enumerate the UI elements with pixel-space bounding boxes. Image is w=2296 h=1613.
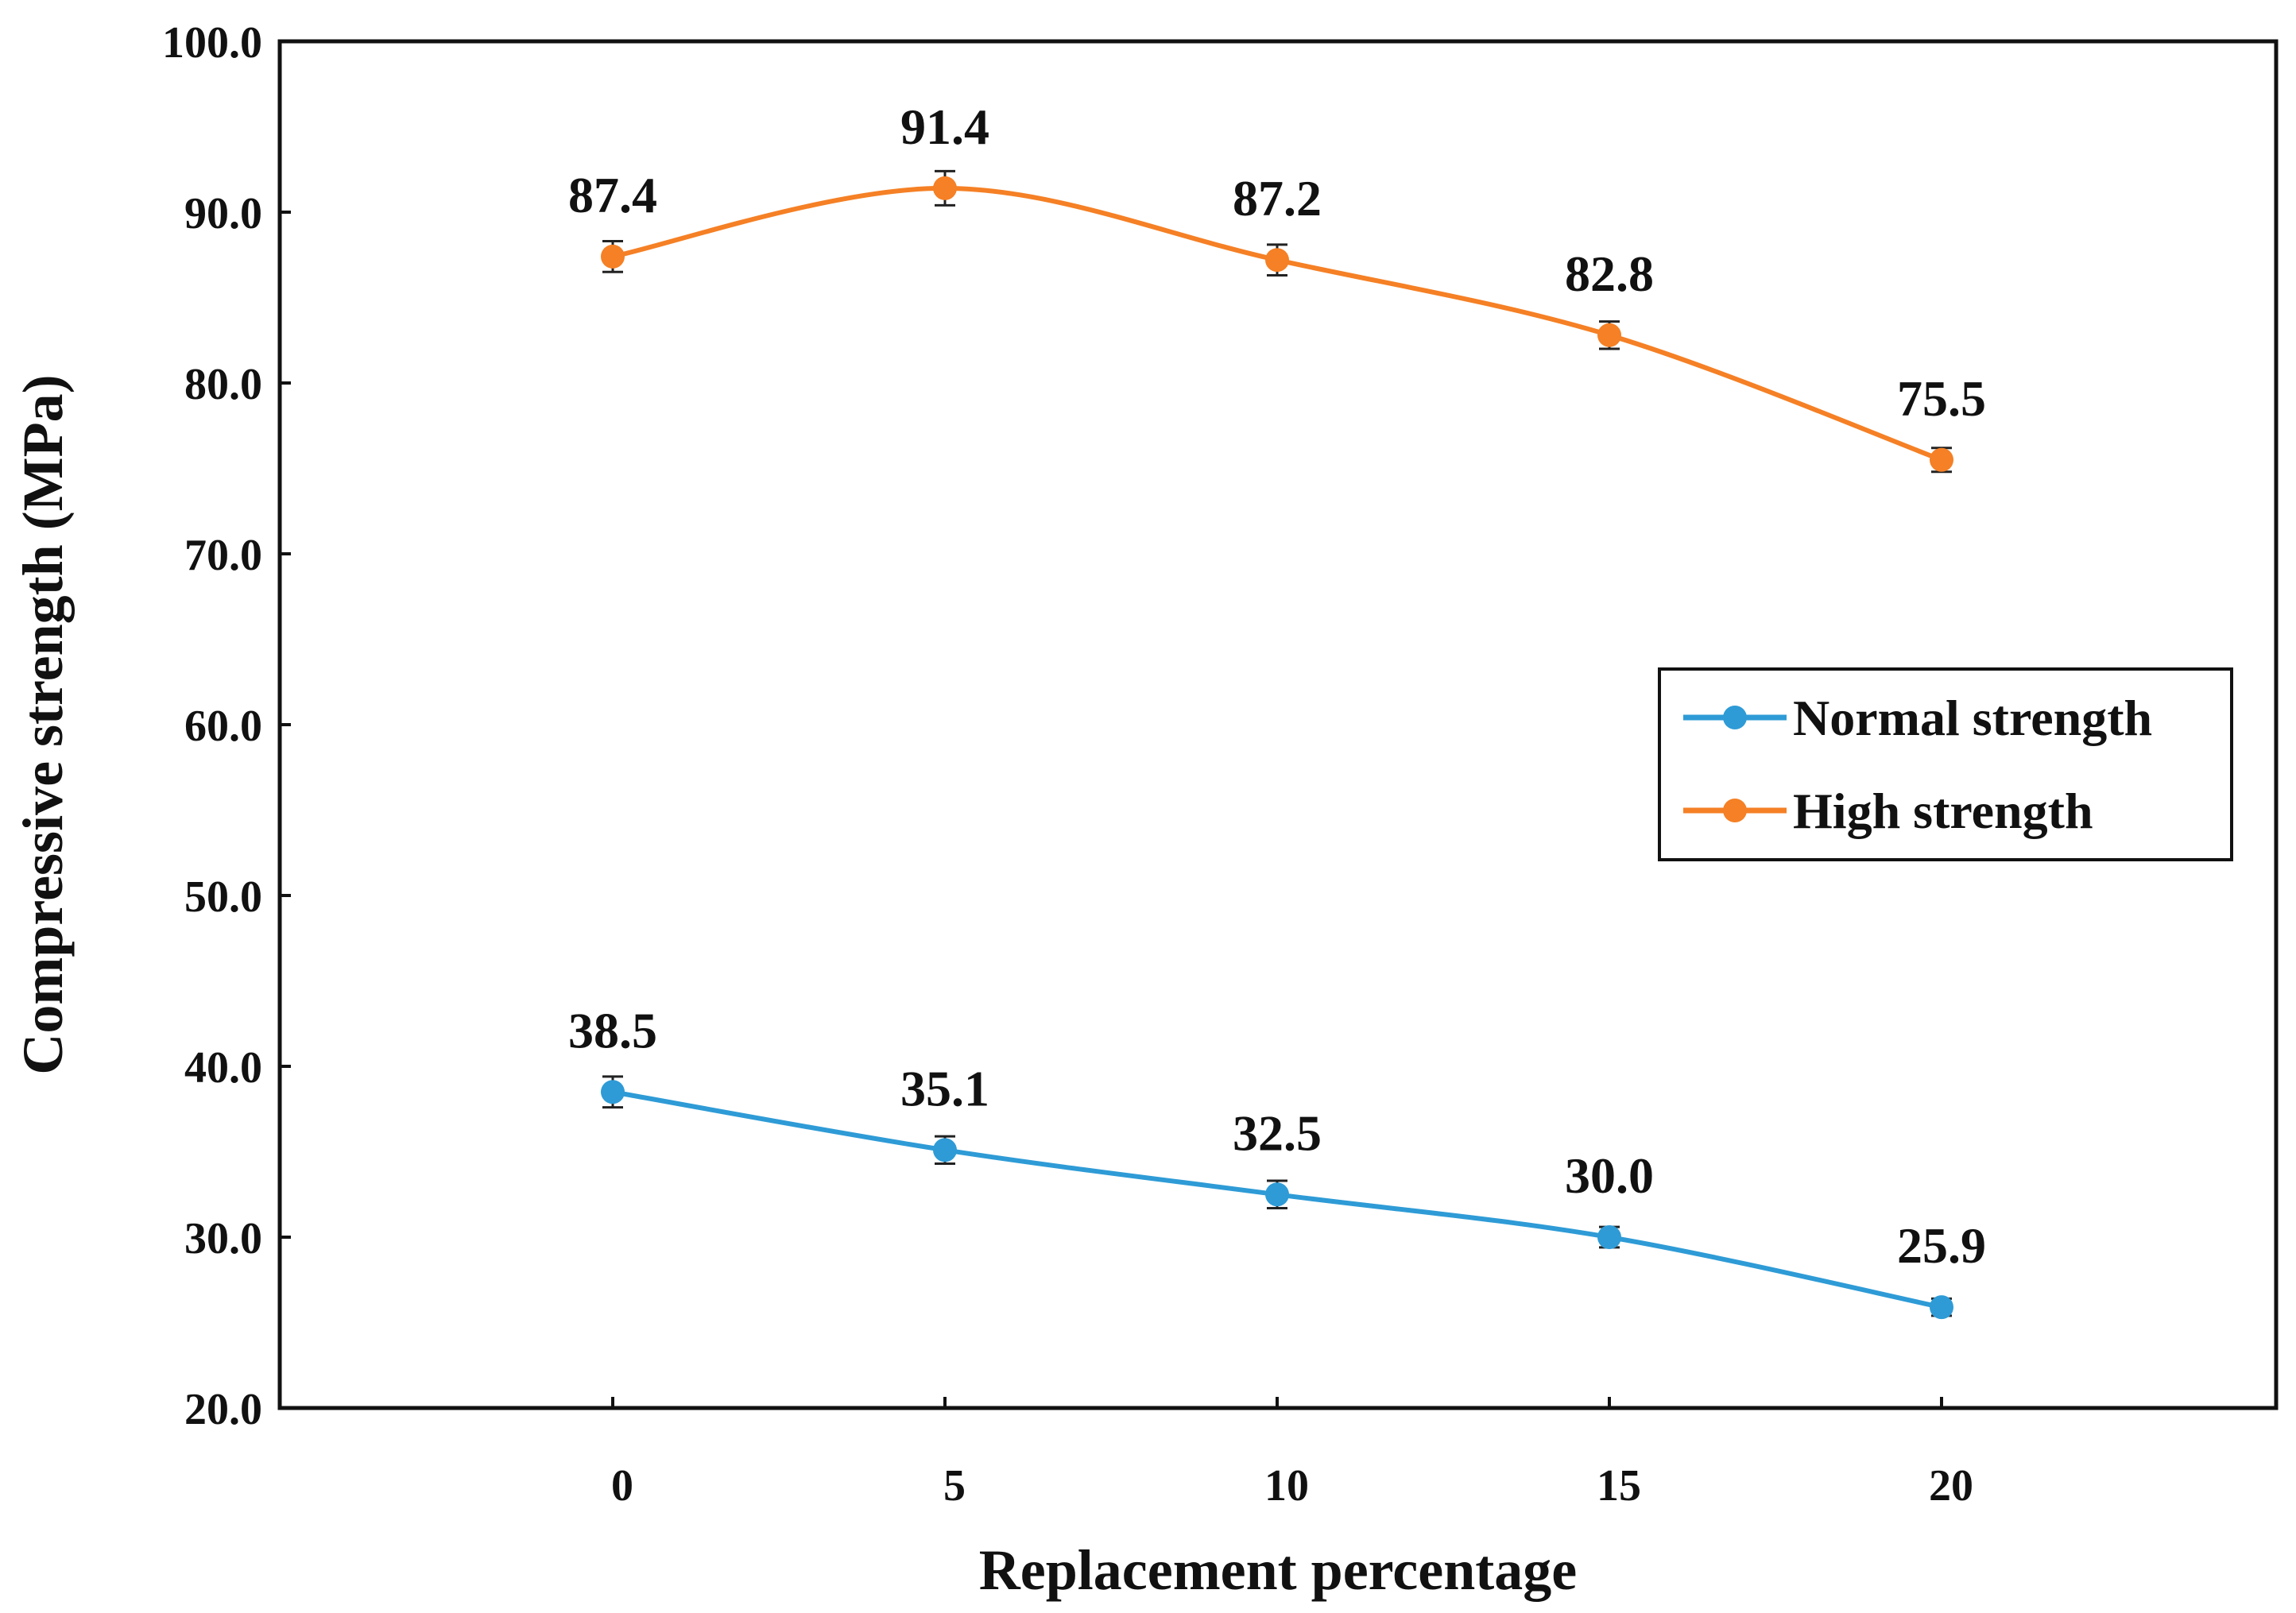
data-point-high-strength — [1597, 323, 1621, 347]
data-label-high-strength: 87.2 — [1233, 170, 1322, 226]
plot-area-frame — [277, 39, 2279, 1410]
x-axis-title: Replacement percentage — [979, 1538, 1577, 1602]
y-tick-label: 40.0 — [184, 1043, 262, 1093]
data-label-normal-strength: 35.1 — [900, 1060, 989, 1116]
data-labels: 38.5 35.1 32.5 30.0 25.9 87.4 91.4 87.2 82.8 75.5 — [568, 99, 1986, 1274]
data-label-high-strength: 87.4 — [568, 167, 657, 223]
data-label-high-strength: 82.8 — [1565, 246, 1654, 302]
data-point-normal-strength — [601, 1080, 625, 1104]
series-high-strength — [601, 169, 1953, 474]
y-axis-title: Compressive strength (MPa) — [11, 374, 75, 1074]
legend-marker-high-strength — [1723, 799, 1747, 822]
y-tick-label: 80.0 — [184, 360, 262, 409]
data-point-high-strength — [601, 244, 625, 269]
x-tick-label: 20 — [1929, 1461, 1973, 1510]
data-label-normal-strength: 38.5 — [568, 1002, 657, 1058]
x-tick-label: 15 — [1597, 1461, 1641, 1510]
data-label-high-strength: 75.5 — [1897, 370, 1986, 427]
y-tick-label: 100.0 — [162, 18, 262, 68]
data-point-normal-strength — [1930, 1295, 1953, 1320]
data-label-normal-strength: 25.9 — [1897, 1217, 1986, 1274]
data-label-high-strength: 91.4 — [900, 99, 989, 155]
data-point-high-strength — [933, 176, 957, 200]
y-axis-ticks: 20.0 30.0 40.0 50.0 60.0 70.0 80.0 90.0 100.0 — [162, 18, 291, 1434]
y-tick-label: 50.0 — [184, 872, 262, 922]
legend-label-high-strength: High strength — [1793, 783, 2093, 839]
y-tick-label: 20.0 — [184, 1385, 262, 1434]
y-tick-label: 30.0 — [184, 1214, 262, 1263]
y-tick-label: 70.0 — [184, 531, 262, 580]
y-tick-label: 60.0 — [184, 702, 262, 751]
legend-label-normal-strength: Normal strength — [1793, 690, 2152, 746]
legend: Normal strength High strength — [1658, 667, 2233, 861]
data-label-normal-strength: 32.5 — [1233, 1104, 1322, 1161]
y-tick-label: 90.0 — [184, 189, 262, 238]
legend-marker-normal-strength — [1723, 706, 1747, 729]
data-point-high-strength — [1265, 248, 1289, 273]
data-point-normal-strength — [1265, 1182, 1289, 1207]
x-tick-label: 10 — [1264, 1461, 1309, 1510]
legend-box — [1658, 667, 2233, 861]
x-tick-label: 5 — [943, 1461, 966, 1510]
x-tick-label: 0 — [611, 1461, 633, 1510]
x-axis-ticks: 0 5 10 15 20 — [611, 1397, 1973, 1510]
data-point-normal-strength — [933, 1138, 957, 1162]
data-point-high-strength — [1930, 447, 1953, 472]
data-point-normal-strength — [1597, 1225, 1621, 1249]
series-normal-strength — [601, 1075, 1953, 1320]
series-layer — [601, 169, 1953, 1320]
data-label-normal-strength: 30.0 — [1565, 1147, 1654, 1204]
